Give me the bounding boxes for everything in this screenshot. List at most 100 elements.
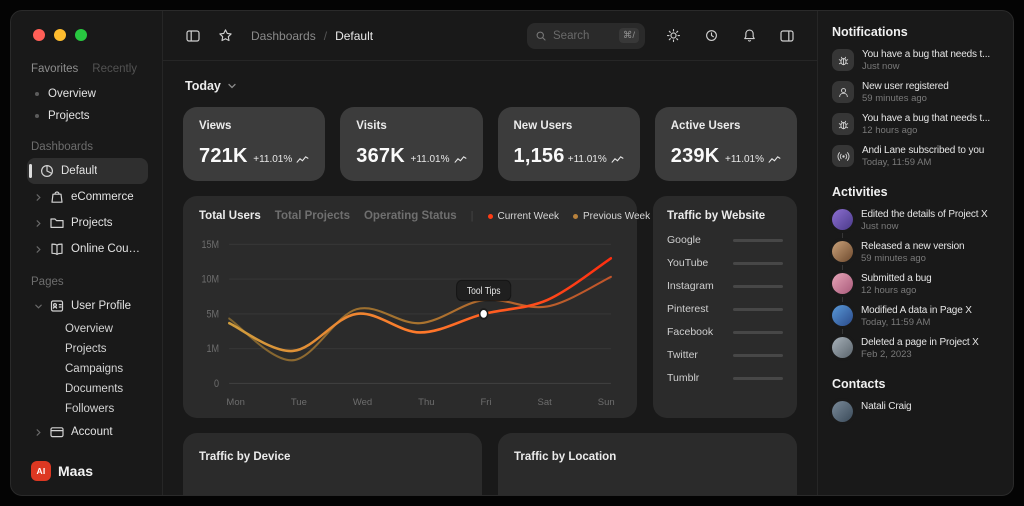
favorite-star-button[interactable]	[213, 24, 237, 48]
id-badge-icon	[49, 298, 65, 314]
traffic-by-location-card: Traffic by Location	[498, 433, 797, 495]
trend-up-icon	[454, 156, 466, 163]
activity-item[interactable]: Submitted a bug 12 hours ago	[832, 273, 1001, 296]
sidebar-item-default[interactable]: Default	[27, 158, 148, 184]
pie-chart-icon	[39, 163, 55, 179]
sidebar-item-overview[interactable]: Overview	[27, 83, 148, 105]
sidebar-item-user-profile[interactable]: User Profile	[27, 293, 148, 319]
site-bar-track	[733, 307, 783, 311]
sidebar-toggle-button[interactable]	[181, 24, 205, 48]
chart-legend: Current Week Previous Week	[487, 210, 651, 222]
stat-label: Active Users	[670, 120, 741, 132]
legend-dot	[573, 213, 579, 219]
site-row: YouTube	[667, 257, 783, 269]
stat-card-active-users: Active Users 239K +11.01%	[654, 107, 797, 181]
period-selector[interactable]: Today	[185, 79, 797, 93]
sidebar-subitem-followers[interactable]: Followers	[65, 403, 115, 415]
traffic-by-device-card: Traffic by Device	[183, 433, 482, 495]
stat-delta-value: +11.01%	[410, 154, 450, 165]
shopping-bag-icon	[49, 189, 65, 205]
sidebar-item-ecommerce[interactable]: eCommerce	[27, 184, 148, 210]
search-icon	[536, 31, 546, 41]
notification-text: You have a bug that needs t...	[862, 49, 991, 60]
stat-value: 1,156	[513, 145, 565, 167]
sidebar-item-label: User Profile	[71, 300, 132, 312]
site-name: Twitter	[667, 349, 698, 361]
previous-week-line	[228, 275, 612, 362]
breadcrumb-section[interactable]: Dashboards	[251, 28, 316, 43]
broadcast-icon	[832, 145, 854, 167]
activity-item[interactable]: Deleted a page in Project X Feb 2, 2023	[832, 337, 1001, 360]
site-name: Tumblr	[667, 372, 700, 384]
tab-favorites[interactable]: Favorites	[31, 63, 79, 75]
activity-item[interactable]: Edited the details of Project X Just now	[832, 209, 1001, 232]
legend-label: Previous Week	[583, 210, 651, 222]
tab-total-projects[interactable]: Total Projects	[274, 210, 350, 222]
search-input[interactable]	[553, 29, 613, 42]
search-box[interactable]: ⌘/	[527, 22, 645, 49]
notification-time: Today, 11:59 AM	[862, 157, 932, 168]
site-bar-track	[733, 330, 783, 334]
activity-text: Submitted a bug	[861, 273, 932, 284]
sidebar-item-label: eCommerce	[71, 191, 134, 203]
tooltip-marker	[478, 308, 489, 320]
tab-operating-status[interactable]: Operating Status	[363, 210, 457, 222]
sidebar-subitem-projects[interactable]: Projects	[65, 343, 107, 355]
stat-label: Visits	[356, 120, 387, 132]
contact-item[interactable]: Natali Craig	[832, 401, 1001, 422]
activity-item[interactable]: Modified A data in Page X Today, 11:59 A…	[832, 305, 1001, 328]
bell-icon[interactable]	[737, 24, 761, 48]
card-title: Traffic by Website	[667, 210, 766, 222]
top-header: Dashboards / Default ⌘/	[163, 11, 817, 61]
sidebar-item-account[interactable]: Account	[27, 419, 148, 445]
avatar	[832, 337, 853, 358]
sidebar-item-label: Account	[71, 426, 113, 438]
sidebar-item-projects[interactable]: Projects	[27, 210, 148, 236]
stat-value: 721K	[199, 145, 248, 167]
zoom-button[interactable]	[75, 29, 87, 41]
charts-row: Total Users Total Projects Operating Sta…	[183, 196, 797, 418]
notifications-title: Notifications	[832, 25, 908, 39]
site-row: Instagram	[667, 280, 783, 292]
site-bar-track	[733, 353, 783, 357]
notification-item[interactable]: You have a bug that needs t... Just now	[832, 49, 1001, 72]
avatar	[832, 241, 853, 262]
sidebar-item-projects-fav[interactable]: Projects	[27, 105, 148, 127]
sidebar-subitem-overview[interactable]: Overview	[65, 323, 113, 335]
x-axis-labels: Mon Tue Wed Thu Fri Sat Sun	[199, 393, 621, 408]
notification-text: Andi Lane subscribed to you	[862, 145, 985, 156]
panel-right-icon[interactable]	[775, 24, 799, 48]
bug-icon	[832, 113, 854, 135]
stat-card-views: Views 721K +11.01%	[183, 107, 326, 181]
sidebar-item-online-courses[interactable]: Online Courses	[27, 236, 148, 262]
history-icon[interactable]	[699, 24, 723, 48]
theme-sun-icon[interactable]	[661, 24, 685, 48]
site-row: Twitter	[667, 349, 783, 361]
sidebar-subitem-documents[interactable]: Documents	[65, 383, 124, 395]
notification-item[interactable]: New user registered 59 minutes ago	[832, 81, 1001, 104]
close-button[interactable]	[33, 29, 45, 41]
svg-text:1M: 1M	[207, 344, 220, 356]
x-tick: Thu	[418, 397, 435, 408]
site-bar-track	[733, 238, 783, 242]
tab-recently[interactable]: Recently	[92, 63, 138, 75]
y-axis-labels: 15M 10M 5M 1M 0	[202, 239, 220, 390]
site-bar-track	[733, 284, 783, 288]
notification-item[interactable]: Andi Lane subscribed to you Today, 11:59…	[832, 145, 1001, 168]
breadcrumb-current: Default	[335, 28, 374, 43]
svg-text:5M: 5M	[207, 309, 220, 321]
svg-text:0: 0	[214, 378, 219, 390]
card-title: Traffic by Device	[199, 451, 291, 463]
main-area: Dashboards / Default ⌘/	[163, 11, 817, 495]
stat-card-visits: Visits 367K +11.01%	[340, 107, 483, 181]
app-logo[interactable]: AI Maas	[27, 461, 148, 481]
tab-total-users[interactable]: Total Users	[199, 210, 261, 222]
current-week-line	[228, 256, 613, 353]
section-title-dashboards: Dashboards	[31, 141, 94, 153]
notification-item[interactable]: You have a bug that needs t... 12 hours …	[832, 113, 1001, 136]
chart-header: Total Users Total Projects Operating Sta…	[199, 210, 650, 222]
activity-item[interactable]: Released a new version 59 minutes ago	[832, 241, 1001, 264]
minimize-button[interactable]	[54, 29, 66, 41]
legend-current-week: Current Week	[487, 211, 559, 222]
sidebar-subitem-campaigns[interactable]: Campaigns	[65, 363, 124, 375]
